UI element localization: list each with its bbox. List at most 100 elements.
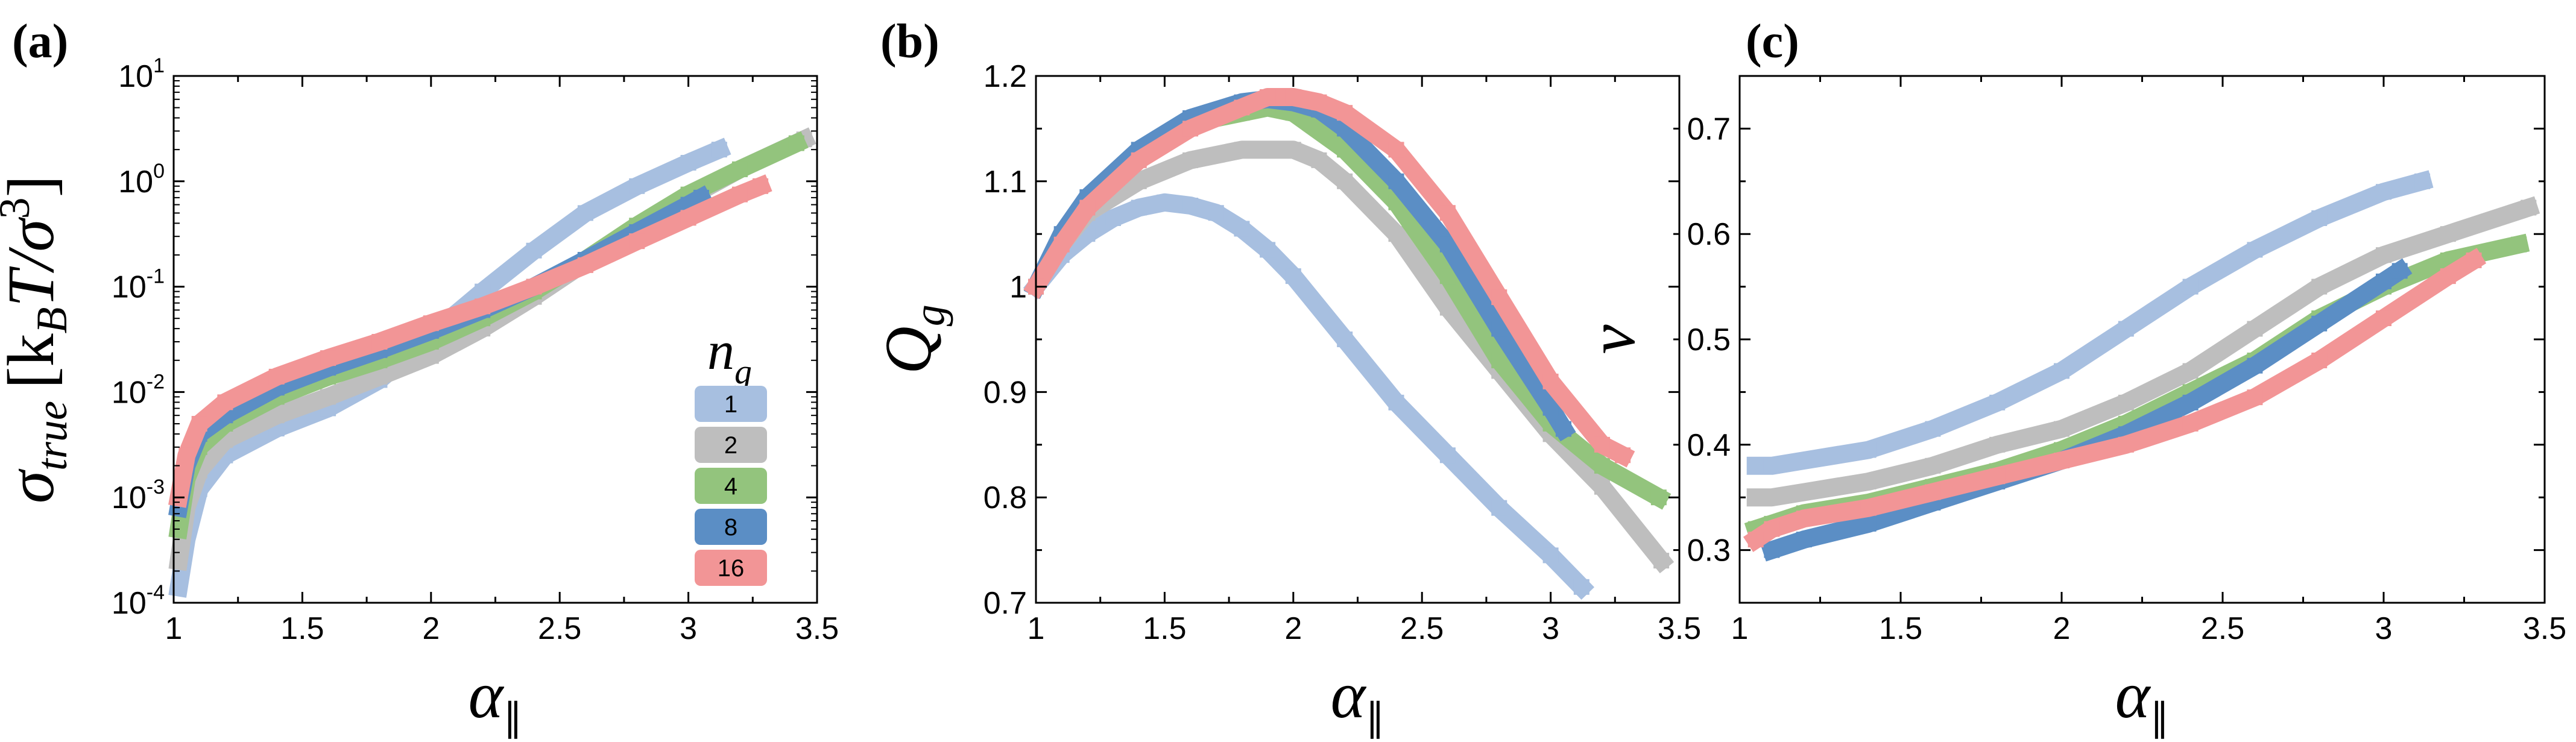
y-tick-base: 10 [118, 59, 153, 94]
y-axis-label-units-subscript: B [28, 307, 76, 333]
data-point-ng-1 [1925, 421, 1941, 437]
y-tick-exponent: 0 [153, 160, 165, 183]
data-point-ng-2 [1311, 152, 1327, 168]
series-group [168, 127, 816, 598]
x-tick-label: 2 [422, 611, 440, 646]
data-point-ng-2 [1439, 300, 1456, 316]
data-point-ng-16 [731, 186, 748, 203]
y-tick-exponent: -3 [147, 476, 165, 498]
data-point-ng-2 [1764, 489, 1780, 506]
data-point-ng-16 [1311, 94, 1327, 110]
data-point-ng-16 [526, 278, 542, 295]
data-point-ng-16 [577, 257, 593, 273]
data-point-ng-2 [1388, 226, 1404, 242]
data-point-ng-1 [2376, 184, 2391, 200]
data-point-ng-8 [1764, 542, 1780, 558]
y-tick-label: 0.9 [983, 375, 1027, 410]
data-point-ng-16 [178, 447, 195, 464]
data-point-ng-16 [423, 315, 439, 332]
y-axis-label: ν [1575, 324, 1649, 354]
data-point-ng-8 [1542, 400, 1559, 416]
y-tick-label: 1.2 [983, 59, 1027, 94]
y-axis-label-units-open: [k [0, 333, 68, 389]
panel-1: (a)1 1.5 2 2.5 3 3.510-410-310-210-1100101α∥σ… [0, 15, 839, 739]
data-point-ng-1 [1260, 242, 1276, 258]
data-point-ng-2 [1989, 436, 2006, 453]
y-tick-label: 10-4 [112, 581, 165, 621]
data-point-ng-1 [1208, 205, 1224, 221]
data-point-ng-16 [1053, 236, 1070, 253]
data-point-ng-16 [753, 178, 769, 194]
data-point-ng-2 [2521, 200, 2537, 216]
y-tick-base: 10 [112, 480, 147, 515]
x-axis-label-subscript: ∥ [503, 696, 522, 739]
data-point-ng-16 [2118, 436, 2134, 453]
legend-swatch-ng-16 [695, 550, 767, 586]
data-point-ng-2 [1234, 142, 1250, 158]
data-point-ng-16 [1594, 436, 1610, 453]
data-point-ng-16 [1542, 373, 1559, 389]
panel-2: (b) 1 1.5 2 2.5 3 3.5 0.7 0.8 0.9 1 1.1 1.2 α∥ Qg [871, 15, 1701, 739]
data-point-ng-2 [1653, 553, 1670, 569]
y-tick-label: 100 [118, 160, 165, 200]
data-point-ng-16 [1182, 121, 1199, 137]
data-point-ng-1 [1234, 221, 1250, 237]
data-point-ng-2 [1747, 489, 1764, 506]
y-axis-label-main: ν [1575, 324, 1649, 354]
y-axis-label: Qg [871, 304, 953, 374]
data-point-ng-16 [1764, 521, 1780, 537]
data-point-ng-16 [1860, 500, 1877, 516]
data-point-ng-2 [2376, 247, 2391, 263]
panel-label: (b) [880, 15, 939, 68]
legend: ng1 2 4 8 16 [695, 321, 767, 586]
data-point-ng-2 [2118, 394, 2134, 410]
data-point-ng-8 [1555, 421, 1571, 437]
data-point-ng-8 [1860, 515, 1877, 532]
x-axis-label-subscript: ∥ [2150, 696, 2169, 739]
data-point-ng-8 [2391, 263, 2408, 279]
y-tick-label: 0.7 [983, 586, 1027, 621]
data-point-ng-8 [1388, 173, 1404, 189]
x-tick-label: 2.5 [1400, 611, 1444, 646]
y-tick-base: 10 [112, 375, 147, 410]
y-tick-label: 0.6 [1687, 217, 1731, 252]
x-tick-label: 2 [2053, 611, 2071, 646]
data-point-ng-2 [1796, 484, 1812, 500]
x-tick-label: 2.5 [538, 611, 581, 646]
y-tick-base: 10 [112, 270, 147, 305]
data-point-ng-4 [788, 135, 804, 151]
data-point-ng-16 [1491, 289, 1507, 306]
data-point-ng-4 [1594, 457, 1610, 474]
y-tick-base: 10 [118, 165, 153, 200]
x-tick-label: 2.5 [2201, 611, 2244, 646]
series-line-ng-16 [1743, 248, 2487, 552]
y-tick-label: 0.8 [983, 480, 1027, 515]
x-axis-label-main: α [2115, 658, 2151, 732]
series-group [1743, 170, 2540, 562]
y-axis-label-subscript: true [28, 401, 76, 471]
data-point-ng-1 [1182, 198, 1199, 214]
data-point-ng-2 [2182, 363, 2199, 379]
data-point-ng-16 [2311, 352, 2328, 368]
legend-swatch-ng-1 [695, 386, 767, 422]
series-group [1023, 88, 1675, 600]
y-tick-label: 10-3 [112, 476, 165, 515]
x-tick-label: 3.5 [2523, 611, 2566, 646]
legend-label: 2 [724, 432, 737, 459]
data-point-ng-2 [320, 389, 336, 405]
data-point-ng-1 [1285, 268, 1301, 285]
legend-title-subscript: g [734, 352, 752, 391]
data-point-ng-16 [1989, 468, 2006, 485]
x-axis-label-main: α [469, 658, 505, 732]
y-tick-label: 1 [1009, 270, 1027, 305]
y-tick-label: 0.5 [1687, 322, 1731, 357]
data-point-ng-2 [268, 407, 285, 424]
x-tick-label: 1 [1731, 611, 1749, 646]
data-point-ng-1 [2182, 278, 2199, 295]
series-line-ng-16 [1023, 88, 1635, 468]
data-point-ng-16 [1796, 511, 1812, 527]
data-point-ng-16 [1285, 89, 1301, 105]
data-point-ng-1 [2118, 321, 2134, 337]
data-point-ng-16 [1925, 484, 1941, 500]
data-point-ng-2 [2247, 321, 2263, 337]
